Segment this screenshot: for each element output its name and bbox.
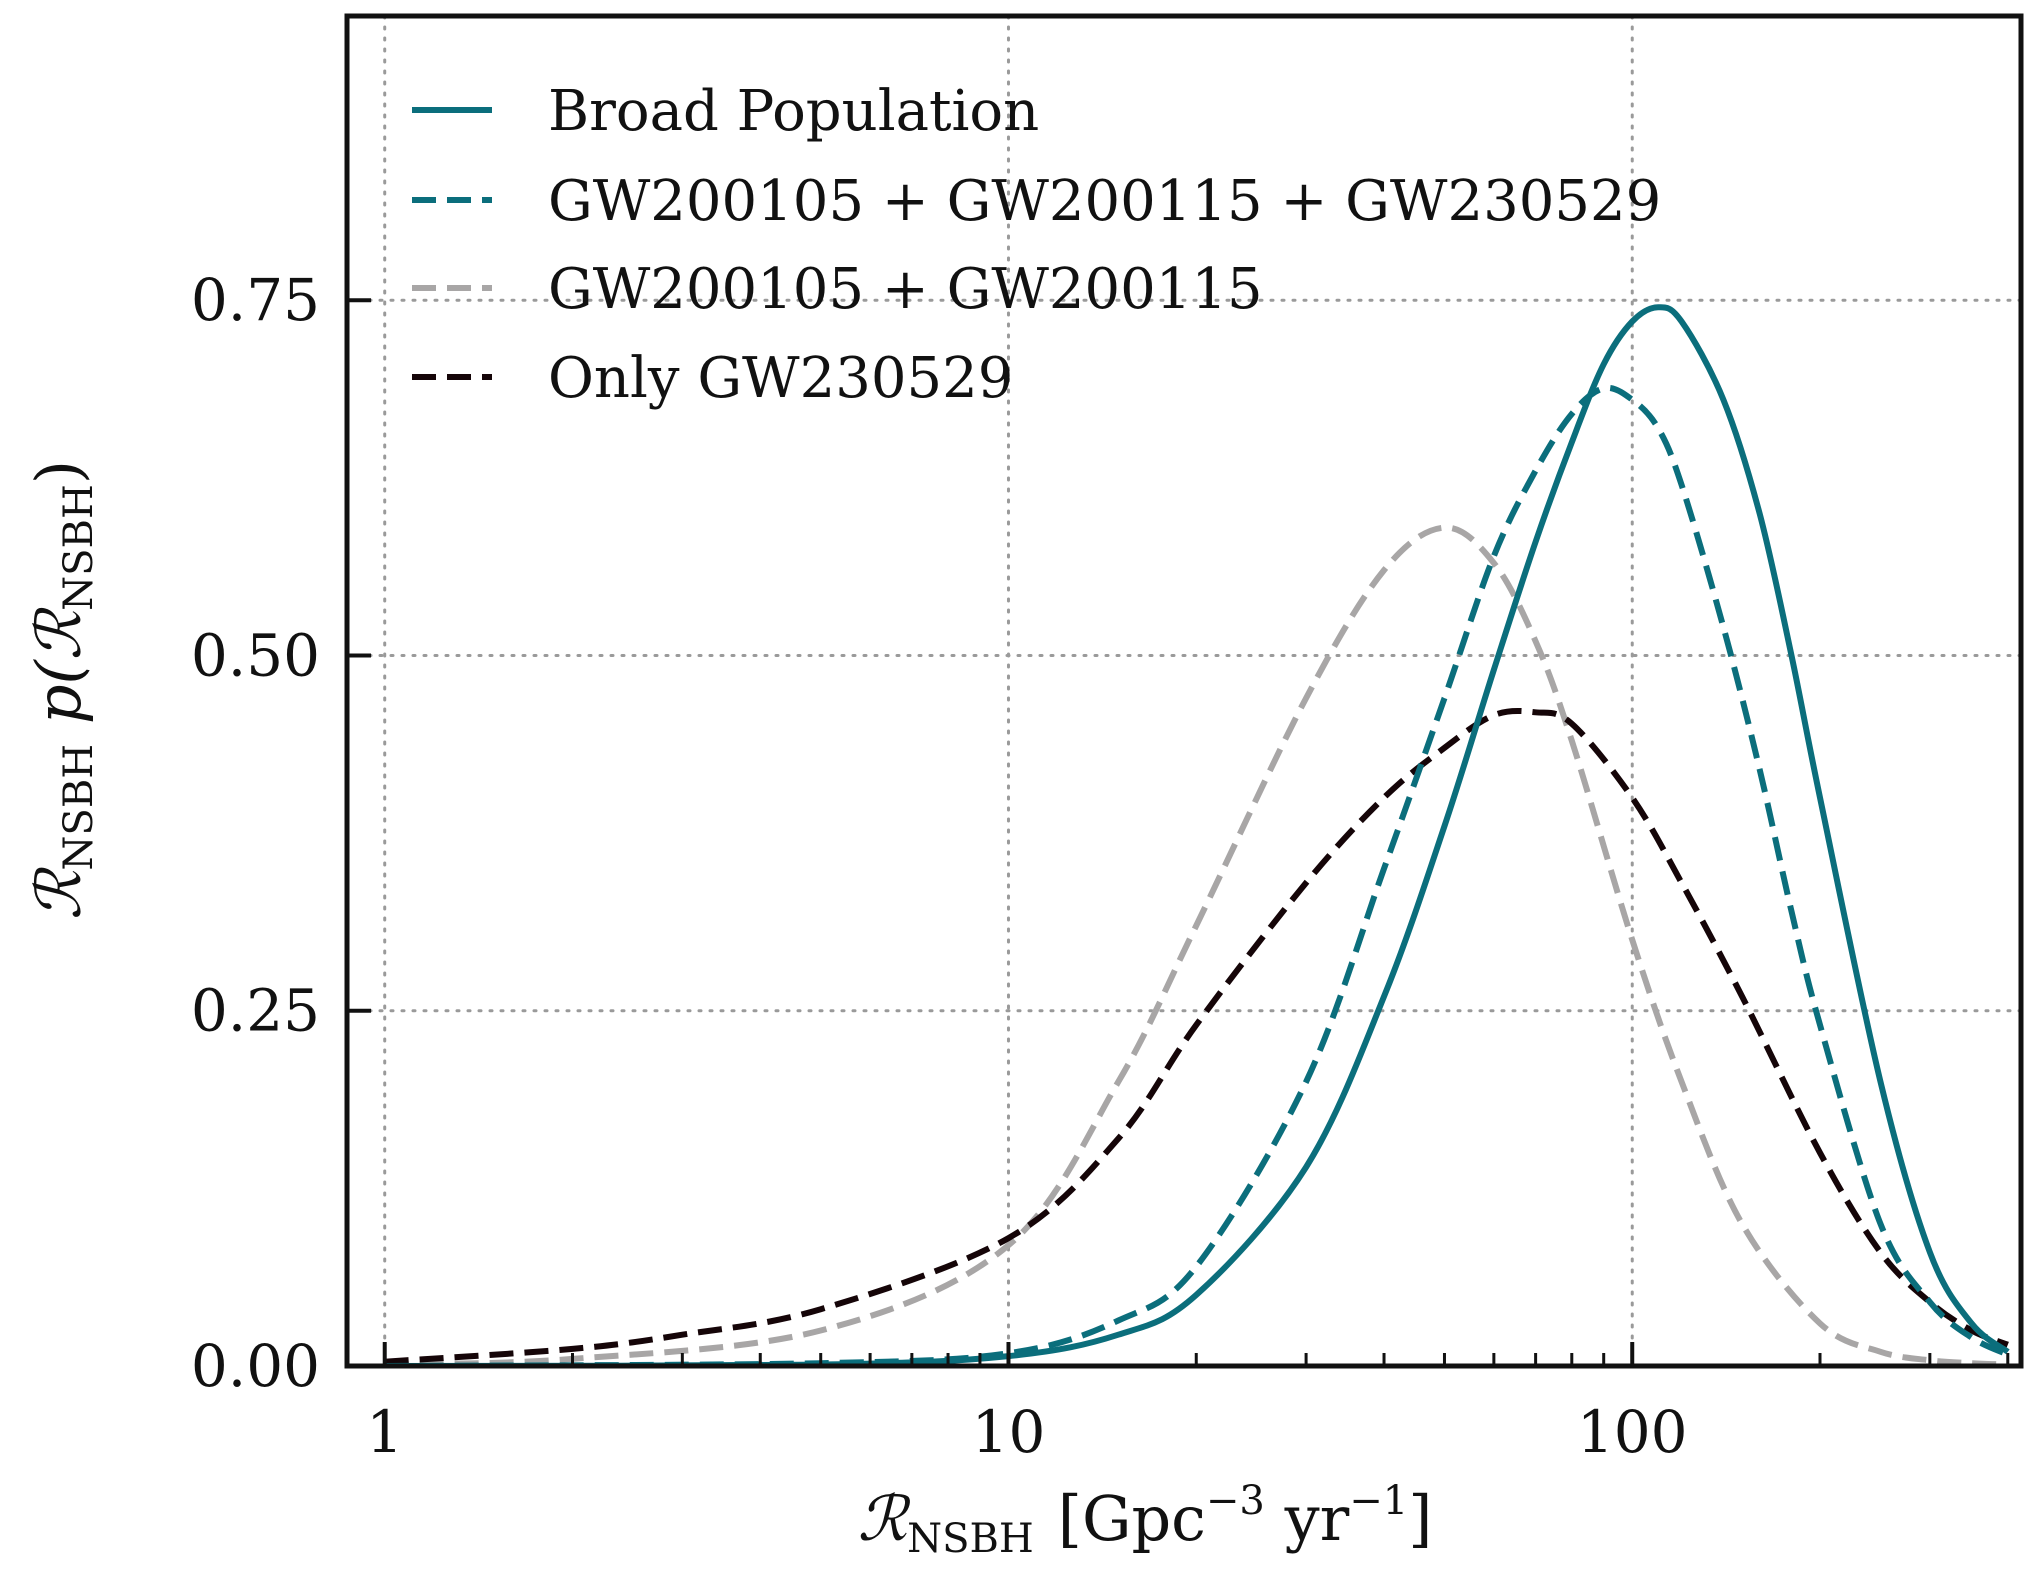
x-axis-unit-mid: yr [1265,1482,1350,1555]
ticks: 1 10 100 0.00 0.25 0.50 0.75 [191,266,2010,1466]
x-axis-subscript: NSBH [907,1516,1034,1562]
y-axis-subscript: NSBH [56,744,102,871]
legend: Broad Population GW200105 + GW200115 + GW… [412,79,1661,411]
series-line-2 [384,384,2010,1366]
y-tick-label: 0.75 [191,266,320,334]
legend-label-3: GW200105 + GW200115 [548,257,1263,322]
y-tick-label: 0.25 [191,977,320,1045]
x-tick-label: 100 [1577,1398,1688,1466]
legend-label-2: GW200105 + GW200115 + GW230529 [548,169,1661,234]
series-line-3 [384,524,2008,1366]
x-axis-label: ℛNSBH [Gpc−3 yr−1] [858,1478,1433,1562]
series-layer [384,304,2010,1366]
series-line-1 [384,304,2010,1366]
y-axis-label: ℛNSBH p(ℛNSBH) [22,460,102,920]
series-line-4 [384,707,2009,1365]
legend-label-1: Broad Population [548,79,1039,144]
x-axis-symbol: ℛ [858,1482,912,1555]
y-axis-symbol: ℛ [22,866,95,920]
x-axis-unit-close: ] [1408,1482,1432,1555]
x-tick-label: 1 [366,1398,403,1466]
x-axis-unit: [Gpc [1058,1482,1206,1555]
y-axis-subscript-2: NSBH [56,484,102,611]
x-axis-exponent-2: −1 [1349,1478,1408,1524]
y-tick-label: 0.00 [191,1332,320,1400]
grid [345,14,2023,1368]
y-tick-label: 0.50 [191,621,320,689]
plot-frame [344,13,2024,1369]
x-axis-exponent-1: −3 [1206,1478,1265,1524]
legend-label-4: Only GW230529 [548,346,1013,411]
y-axis-close: ) [22,460,95,484]
x-tick-label: 10 [972,1398,1046,1466]
y-axis-function: p(ℛ [22,606,95,744]
